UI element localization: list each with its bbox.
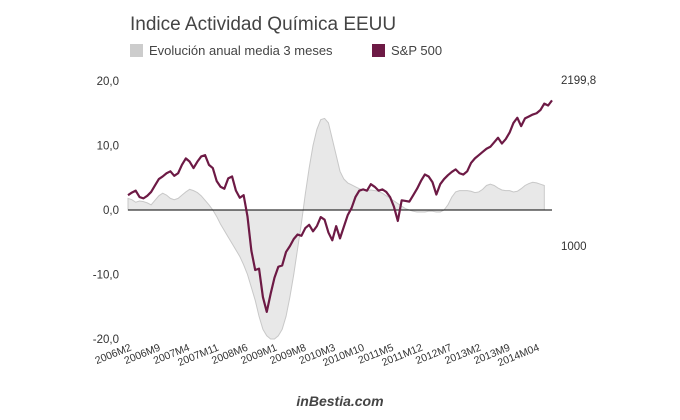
y-left-tick-label: -20,0 xyxy=(93,334,119,346)
area-series-evolucion xyxy=(127,117,545,340)
y-right-label-top: 2199,8 xyxy=(561,75,596,87)
y-left-tick-label: 10,0 xyxy=(97,141,119,153)
legend-label-sp500: S&P 500 xyxy=(391,43,442,58)
y-left-tick-label: 20,0 xyxy=(97,76,119,88)
plot-area: 20,010,00,0-10,0-20,02199,810002006M2200… xyxy=(93,75,596,369)
legend-swatch-sp500 xyxy=(372,44,385,57)
y-left-tick-label: 0,0 xyxy=(103,205,119,217)
legend-label-area: Evolución anual media 3 meses xyxy=(149,43,333,58)
y-left-tick-label: -10,0 xyxy=(93,270,119,282)
line-series-sp500 xyxy=(127,99,553,314)
y-right-label-bottom: 1000 xyxy=(561,241,587,253)
chart-title: Indice Actividad Química EEUU xyxy=(130,14,396,35)
brand-annotation: inBestia.com xyxy=(296,393,383,409)
legend-swatch-area xyxy=(130,44,143,57)
